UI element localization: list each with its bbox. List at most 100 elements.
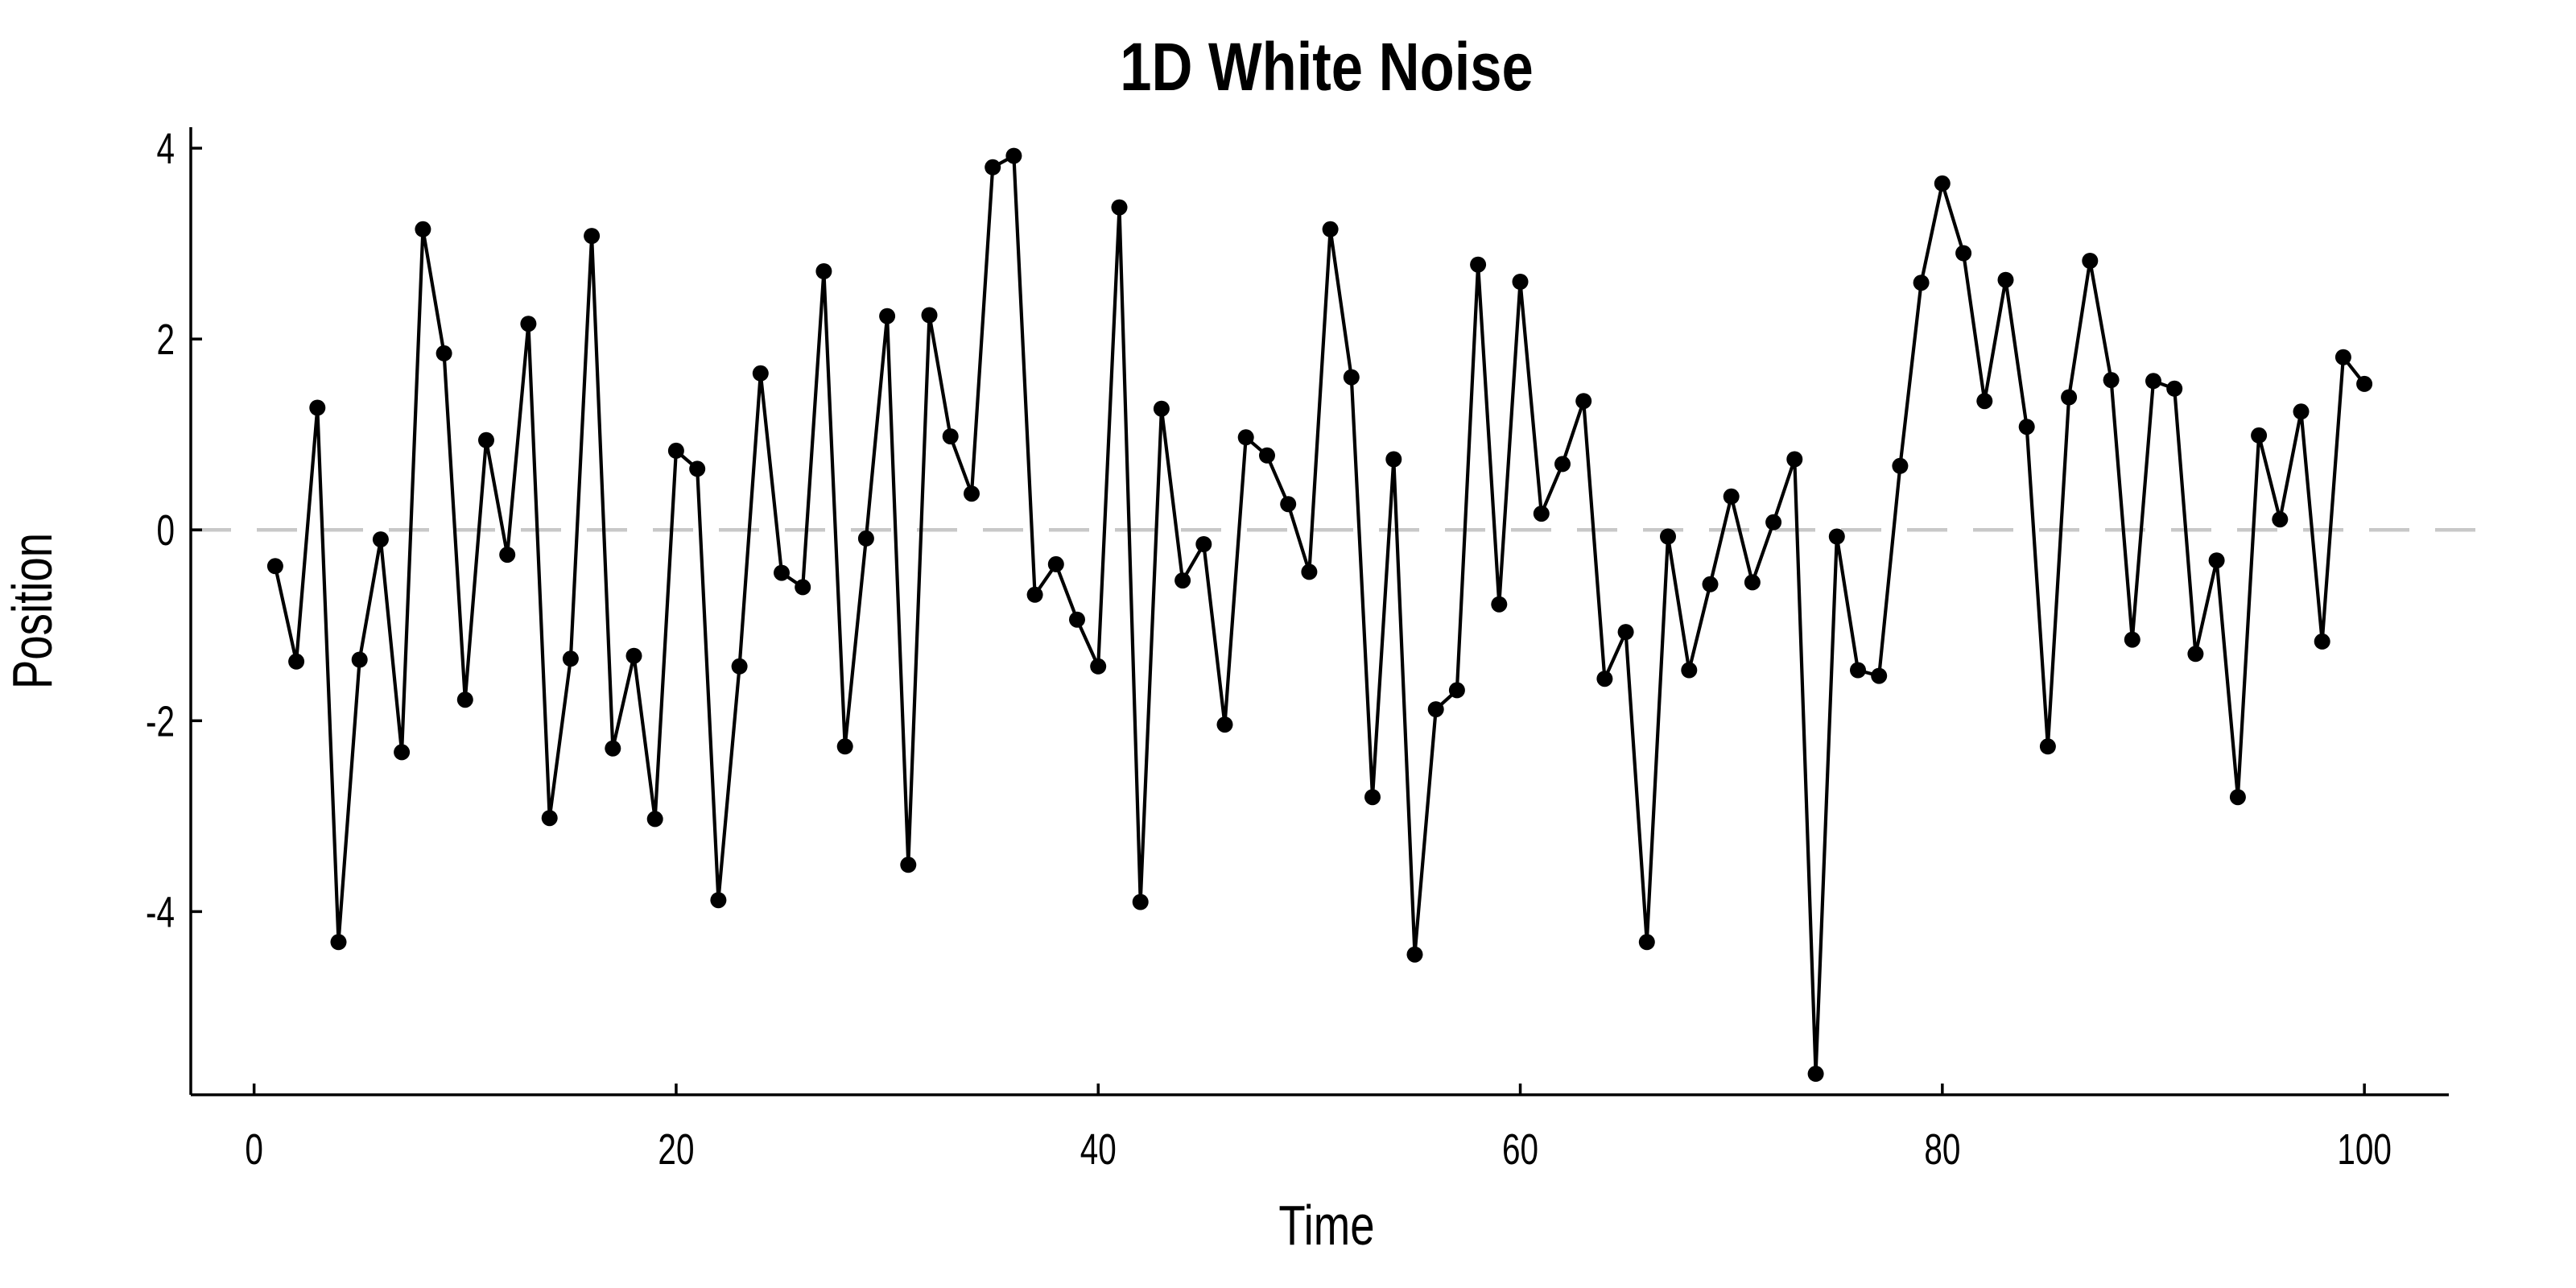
- data-point: [1660, 528, 1676, 545]
- data-point: [1786, 451, 1803, 468]
- data-point: [900, 857, 917, 873]
- y-tick-label: 4: [156, 126, 175, 174]
- data-point: [942, 428, 959, 445]
- data-point: [625, 647, 642, 664]
- data-point: [436, 345, 452, 361]
- data-point: [1047, 555, 1064, 572]
- data-point: [985, 159, 1001, 175]
- data-point: [1470, 256, 1487, 273]
- data-point: [2314, 633, 2330, 650]
- y-tick-label: -4: [146, 889, 175, 937]
- data-point: [1111, 199, 1128, 216]
- data-point: [1997, 271, 2014, 288]
- data-point: [351, 651, 368, 668]
- data-point: [1850, 662, 1866, 679]
- data-point: [879, 308, 896, 324]
- data-point: [1090, 658, 1107, 675]
- data-point: [857, 530, 874, 547]
- data-point: [1892, 457, 1909, 474]
- data-point: [1237, 429, 1254, 446]
- data-point: [1132, 894, 1149, 910]
- data-point: [2124, 631, 2140, 648]
- data-point: [2103, 372, 2120, 389]
- data-point: [1448, 682, 1465, 699]
- data-point: [1617, 624, 1634, 641]
- data-point: [1575, 393, 1592, 410]
- data-point: [2018, 419, 2035, 436]
- data-point: [288, 653, 305, 670]
- data-point: [774, 564, 790, 581]
- data-point: [1512, 274, 1529, 290]
- data-point: [1427, 701, 1444, 718]
- data-point: [2229, 789, 2246, 806]
- data-point: [1681, 662, 1698, 679]
- data-point: [2272, 511, 2289, 528]
- x-tick-label: 40: [1080, 1125, 1117, 1174]
- data-point: [2293, 403, 2310, 420]
- data-point: [1871, 667, 1888, 684]
- data-point: [2356, 375, 2373, 392]
- data-point: [1807, 1065, 1824, 1082]
- data-point: [2251, 427, 2268, 444]
- data-point: [752, 365, 769, 382]
- y-axis-title: Position: [2, 533, 64, 689]
- data-line: [273, 154, 2367, 1076]
- data-point: [710, 892, 727, 909]
- data-point: [1195, 536, 1212, 552]
- data-point: [1955, 245, 1972, 262]
- data-point: [1765, 514, 1782, 530]
- data-point: [562, 650, 579, 667]
- data-point: [1596, 671, 1613, 687]
- data-point: [1301, 564, 1318, 580]
- data-point: [1259, 447, 1275, 464]
- data-point: [520, 316, 537, 332]
- data-point: [1406, 946, 1423, 963]
- data-point: [456, 691, 473, 708]
- data-point: [1026, 586, 1043, 603]
- data-point: [646, 811, 663, 828]
- x-tick-label: 20: [658, 1125, 694, 1174]
- data-point: [1702, 576, 1719, 592]
- data-point: [1934, 175, 1951, 192]
- x-tick-label: 0: [245, 1125, 263, 1174]
- data-point: [499, 547, 516, 564]
- data-point: [815, 263, 832, 279]
- data-point: [2166, 380, 2183, 397]
- data-point: [1744, 574, 1761, 591]
- data-point: [1976, 393, 1993, 410]
- data-point: [2187, 646, 2204, 663]
- data-point: [1153, 400, 1170, 417]
- data-point: [1364, 789, 1381, 806]
- data-point: [541, 810, 558, 827]
- data-point: [2061, 389, 2078, 406]
- plot-area: 0 20 40 60 80 100 -4 -2 0 2 4: [146, 126, 2483, 1174]
- data-point: [372, 531, 389, 548]
- data-point: [2039, 738, 2056, 755]
- data-point: [1343, 369, 1360, 386]
- y-tick-label: 0: [156, 507, 175, 555]
- data-point: [1174, 572, 1191, 589]
- data-point: [1491, 596, 1508, 613]
- data-point: [1280, 496, 1297, 513]
- data-point: [2145, 373, 2161, 390]
- data-point: [2082, 253, 2099, 269]
- data-point: [584, 228, 601, 245]
- x-tick-label: 60: [1502, 1125, 1538, 1174]
- data-point: [1322, 221, 1339, 237]
- data-point: [964, 485, 980, 502]
- data-point: [1913, 275, 1930, 291]
- data-point: [309, 399, 326, 416]
- data-point: [1216, 716, 1233, 733]
- data-point: [731, 658, 748, 675]
- data-point: [1533, 506, 1550, 522]
- data-point: [266, 558, 283, 575]
- data-point: [1554, 456, 1571, 473]
- data-point: [415, 221, 431, 237]
- data-point: [921, 307, 938, 324]
- y-tick-label: 2: [156, 316, 175, 365]
- data-point: [2334, 349, 2351, 365]
- data-point: [1828, 528, 1845, 545]
- data-point: [689, 460, 706, 477]
